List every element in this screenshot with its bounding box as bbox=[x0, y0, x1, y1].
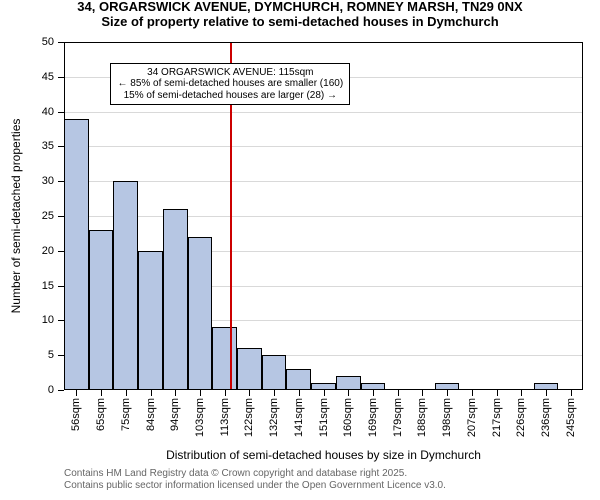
plot-border-top bbox=[64, 42, 583, 43]
x-tick-label: 151sqm bbox=[318, 398, 330, 437]
annotation-line1: 34 ORGARSWICK AVENUE: 115sqm bbox=[117, 67, 343, 79]
plot-border-bottom bbox=[64, 389, 583, 390]
x-tick-label: 113sqm bbox=[219, 398, 231, 436]
y-tick-label: 40 bbox=[42, 106, 54, 118]
y-tick-label: 10 bbox=[42, 314, 54, 326]
x-tick-label: 122sqm bbox=[243, 398, 255, 437]
histogram-bar bbox=[64, 119, 89, 390]
x-tick bbox=[274, 390, 275, 396]
x-tick-label: 179sqm bbox=[392, 398, 404, 437]
histogram-bar bbox=[286, 369, 311, 390]
x-tick bbox=[447, 390, 448, 396]
histogram-bar bbox=[212, 327, 237, 390]
x-tick-label: 94sqm bbox=[169, 398, 181, 431]
y-axis-label: Number of semi-detached properties bbox=[9, 119, 23, 314]
x-tick bbox=[348, 390, 349, 396]
y-tick-label: 30 bbox=[42, 175, 54, 187]
histogram-bar bbox=[138, 251, 163, 390]
x-tick-label: 226sqm bbox=[515, 398, 527, 437]
chart-title-line2: Size of property relative to semi-detach… bbox=[0, 15, 600, 30]
x-tick-label: 65sqm bbox=[95, 398, 107, 431]
x-tick-label: 217sqm bbox=[491, 398, 503, 437]
attribution-line2: Contains public sector information licen… bbox=[64, 480, 446, 492]
y-tick-label: 45 bbox=[42, 71, 54, 83]
y-tick-label: 25 bbox=[42, 210, 54, 222]
y-tick-label: 5 bbox=[48, 349, 54, 361]
histogram-bar bbox=[237, 348, 262, 390]
x-axis-label: Distribution of semi-detached houses by … bbox=[166, 448, 481, 462]
annotation-line3: 15% of semi-detached houses are larger (… bbox=[117, 90, 343, 102]
y-tick-label: 15 bbox=[42, 280, 54, 292]
x-tick bbox=[521, 390, 522, 396]
x-tick bbox=[422, 390, 423, 396]
histogram-bar bbox=[188, 237, 213, 390]
annotation-box: 34 ORGARSWICK AVENUE: 115sqm← 85% of sem… bbox=[110, 63, 350, 106]
plot-area: 0510152025303540455056sqm65sqm75sqm84sqm… bbox=[64, 42, 583, 390]
x-tick-label: 188sqm bbox=[416, 398, 428, 437]
x-tick bbox=[373, 390, 374, 396]
x-tick bbox=[497, 390, 498, 396]
x-tick bbox=[249, 390, 250, 396]
x-tick bbox=[472, 390, 473, 396]
x-tick bbox=[299, 390, 300, 396]
histogram-bar bbox=[89, 230, 114, 390]
x-tick bbox=[126, 390, 127, 396]
histogram-bar bbox=[336, 376, 361, 390]
x-tick bbox=[324, 390, 325, 396]
x-tick bbox=[200, 390, 201, 396]
x-tick bbox=[151, 390, 152, 396]
y-tick-label: 50 bbox=[42, 36, 54, 48]
chart-title-line1: 34, ORGARSWICK AVENUE, DYMCHURCH, ROMNEY… bbox=[0, 0, 600, 15]
plot-border-right bbox=[582, 42, 583, 390]
attribution-line1: Contains HM Land Registry data © Crown c… bbox=[64, 468, 446, 480]
x-tick bbox=[571, 390, 572, 396]
x-tick bbox=[225, 390, 226, 396]
y-tick-label: 35 bbox=[42, 140, 54, 152]
y-tick bbox=[58, 390, 64, 391]
histogram-bar bbox=[163, 209, 188, 390]
x-tick bbox=[76, 390, 77, 396]
x-tick-label: 141sqm bbox=[293, 398, 305, 437]
gridline bbox=[64, 181, 583, 182]
gridline bbox=[64, 112, 583, 113]
y-tick-label: 0 bbox=[48, 384, 54, 396]
gridline bbox=[64, 146, 583, 147]
x-tick-label: 56sqm bbox=[70, 398, 82, 431]
attribution-text: Contains HM Land Registry data © Crown c… bbox=[64, 468, 446, 492]
x-tick bbox=[175, 390, 176, 396]
histogram-bar bbox=[113, 181, 138, 390]
gridline bbox=[64, 216, 583, 217]
plot-border-left bbox=[64, 42, 65, 390]
x-tick-label: 103sqm bbox=[194, 398, 206, 437]
x-tick-label: 160sqm bbox=[342, 398, 354, 437]
x-tick bbox=[101, 390, 102, 396]
x-tick-label: 75sqm bbox=[120, 398, 132, 431]
x-tick-label: 236sqm bbox=[540, 398, 552, 437]
x-tick bbox=[398, 390, 399, 396]
x-tick-label: 245sqm bbox=[565, 398, 577, 437]
x-tick-label: 132sqm bbox=[268, 398, 280, 437]
x-tick-label: 169sqm bbox=[367, 398, 379, 437]
x-tick-label: 198sqm bbox=[441, 398, 453, 437]
annotation-line2: ← 85% of semi-detached houses are smalle… bbox=[117, 78, 343, 90]
x-tick-label: 84sqm bbox=[145, 398, 157, 431]
x-tick bbox=[546, 390, 547, 396]
histogram-bar bbox=[262, 355, 287, 390]
x-tick-label: 207sqm bbox=[466, 398, 478, 437]
y-tick-label: 20 bbox=[42, 245, 54, 257]
